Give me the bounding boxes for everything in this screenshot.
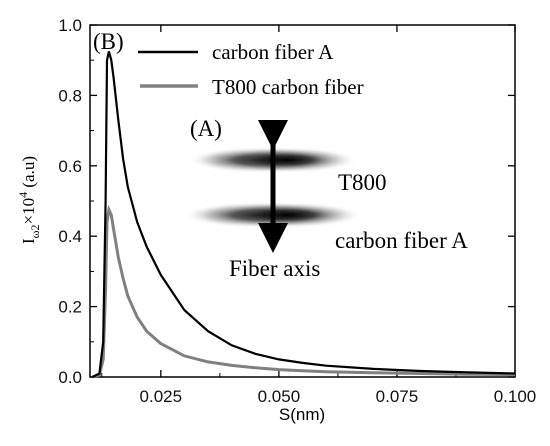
y-tick-label: 0.2 bbox=[58, 298, 82, 317]
y-tick-label: 0.6 bbox=[58, 157, 82, 176]
series-line-t800 bbox=[92, 204, 516, 379]
inset-label: (A) bbox=[190, 116, 222, 141]
y-axis-label-sup: 4 bbox=[16, 192, 30, 198]
t800-pattern-label: T800 bbox=[338, 170, 387, 195]
y-axis-label-unit: (a.u) bbox=[19, 156, 38, 192]
x-axis-label: S(nm) bbox=[279, 405, 325, 424]
legend: carbon fiber A T800 carbon fiber bbox=[138, 40, 364, 99]
y-axis-label-sub: ω2 bbox=[28, 224, 42, 238]
saxs-inset: (A) T800 carbon fiber A Fiber axis bbox=[183, 116, 468, 281]
t800-streak-right bbox=[218, 147, 358, 173]
x-tick-label: 0.075 bbox=[376, 387, 419, 406]
y-tick-label: 1.0 bbox=[58, 16, 82, 35]
y-tick-label: 0.8 bbox=[58, 86, 82, 105]
x-tick-label: 0.025 bbox=[140, 387, 183, 406]
panel-label: (B) bbox=[93, 29, 124, 54]
legend-label-carbon-fiber-a: carbon fiber A bbox=[212, 40, 334, 64]
series-line-carbon-fiber-a bbox=[91, 51, 516, 378]
y-axis-label: Iω2×104 (a.u) bbox=[16, 156, 42, 244]
fiber-axis-label: Fiber axis bbox=[229, 256, 320, 281]
y-tick-label: 0.0 bbox=[58, 368, 82, 387]
y-axis-label-rest: ×10 bbox=[19, 198, 38, 225]
fiber-a-streak-right bbox=[213, 202, 363, 228]
fiber-a-pattern-label: carbon fiber A bbox=[335, 228, 468, 253]
x-tick-label: 0.100 bbox=[494, 387, 537, 406]
legend-label-t800: T800 carbon fiber bbox=[212, 75, 364, 99]
y-axis-label-base: I bbox=[19, 238, 38, 244]
axis-ticks: 0.025 0.050 0.075 0.100 0.0 0.2 0.4 0.6 0.8 1.0 bbox=[58, 16, 536, 406]
x-tick-label: 0.050 bbox=[258, 387, 301, 406]
y-tick-label: 0.4 bbox=[58, 227, 82, 246]
